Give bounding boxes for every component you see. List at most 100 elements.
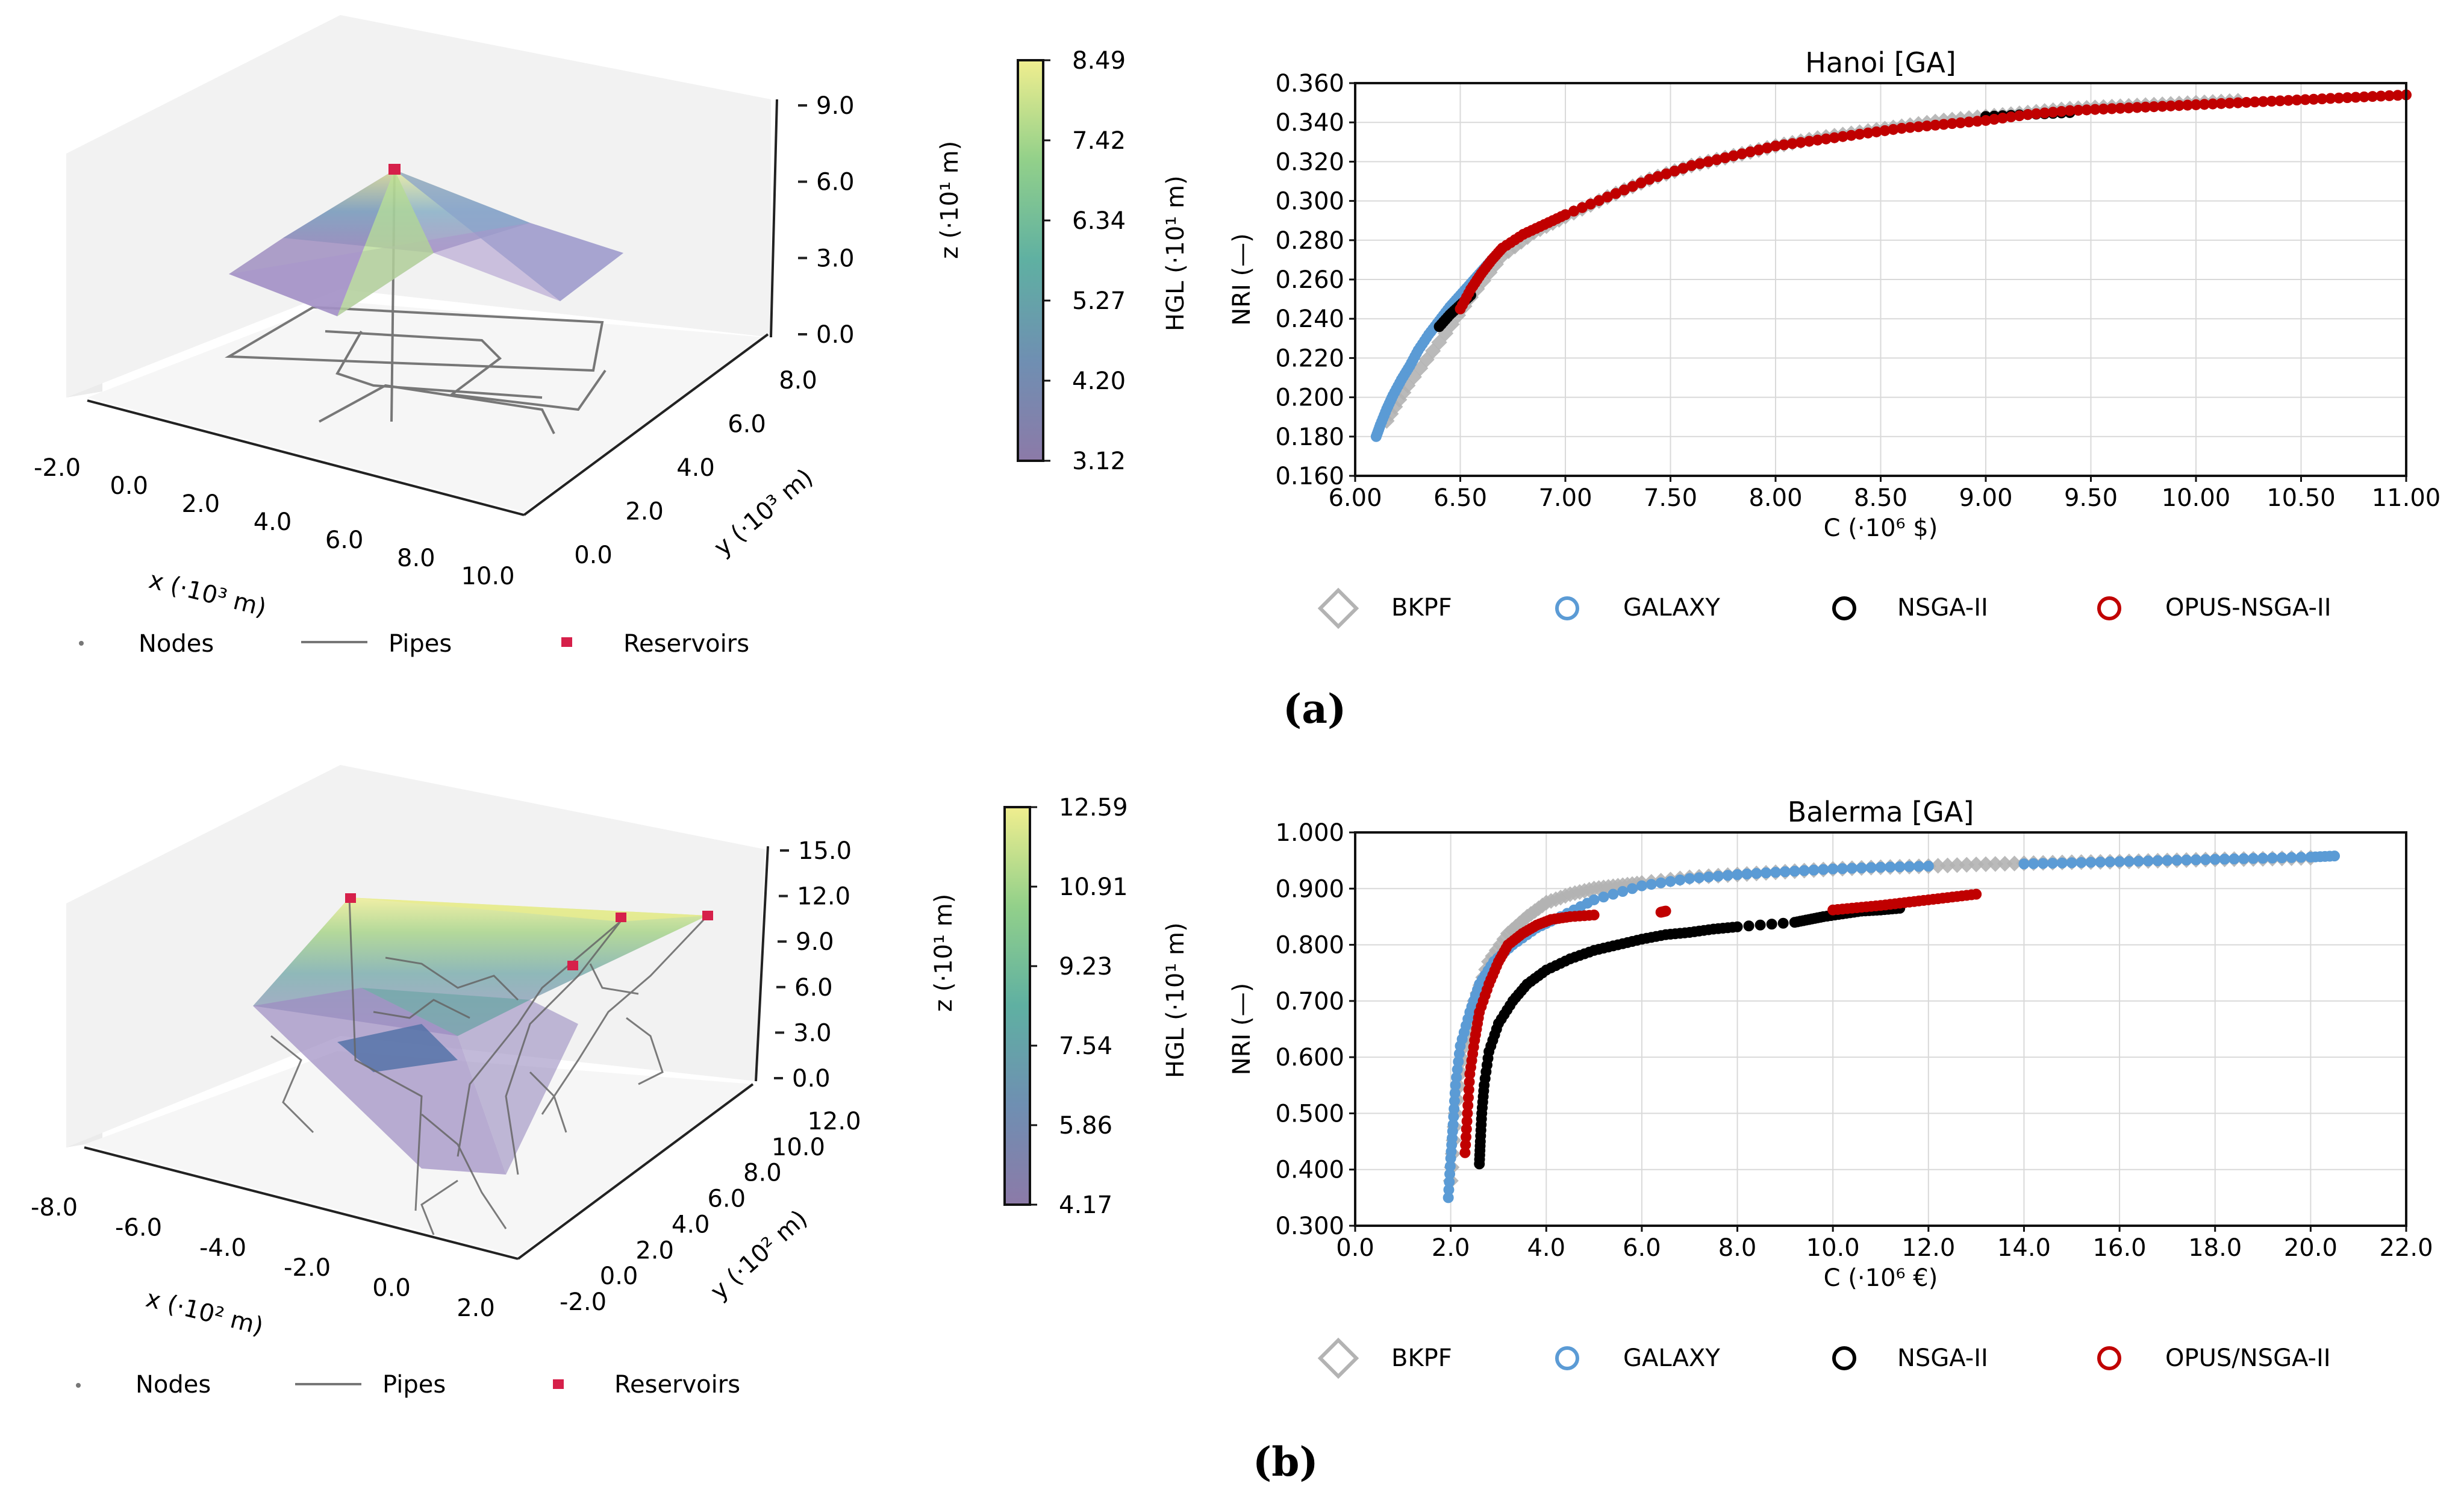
y-tick-label: 0.360 <box>1275 70 1344 98</box>
legend-bkpf-label: BKPF <box>1391 1344 1452 1372</box>
y-tick-label: 0.400 <box>1275 1156 1344 1184</box>
x-tick-label: 14.0 <box>1997 1234 2051 1262</box>
plot-frame <box>1354 82 2407 477</box>
y-axis-ticks: 0.0 2.0 4.0 6.0 8.0 <box>574 367 817 569</box>
colorbar-tick-label: 5.27 <box>1072 287 1126 315</box>
data-point <box>2171 855 2183 866</box>
y-tick-label: 0.300 <box>1275 188 1344 216</box>
data-point <box>2133 855 2144 867</box>
x-tick-label: 20.0 <box>2284 1234 2338 1262</box>
tick-label: 0.0 <box>816 321 855 349</box>
x-tick-label: 7.00 <box>1538 484 1592 512</box>
data-point <box>1431 334 1447 351</box>
y-axis-ticks: -2.00.02.04.06.08.010.012.0 <box>560 1108 861 1316</box>
data-point <box>2123 856 2135 867</box>
x-tick-label: 16.0 <box>2093 1234 2147 1262</box>
x-tick-label: 9.00 <box>1959 484 2012 512</box>
y-tick-label: 0.200 <box>1275 384 1344 412</box>
y-tick-label: 0.700 <box>1275 988 1344 1016</box>
x-tick-label: 10.0 <box>1806 1234 1860 1262</box>
colorbar-tick-label: 4.20 <box>1072 367 1126 395</box>
y-tick-label: 0.280 <box>1275 227 1344 255</box>
colorbar-tick-label: 7.42 <box>1072 127 1126 155</box>
legend-balerma: BKPF GALAXY NSGA-II OPUS/NSGA-II <box>1317 1337 2331 1379</box>
x-tick-label: 18.0 <box>2188 1234 2242 1262</box>
tick-label: 2.0 <box>457 1294 495 1322</box>
y-axis-label: y (·10³ m) <box>709 464 819 562</box>
legend-opus-label: OPUS/NSGA-II <box>2165 1344 2331 1372</box>
data-point <box>1418 351 1435 368</box>
data-point <box>1766 919 1777 930</box>
x-tick-label: 11.00 <box>2372 484 2441 512</box>
tick-label: -2.0 <box>284 1254 331 1282</box>
colorbar-balerma: 12.59 10.91 9.23 7.54 5.86 4.17 HGL (·10¹ m) <box>1003 794 1190 1219</box>
data-point <box>2248 853 2259 864</box>
colorbar-tick-label: 8.49 <box>1072 47 1126 75</box>
data-point <box>1777 917 1789 929</box>
data-point <box>2038 858 2049 869</box>
data-point <box>1770 867 1781 878</box>
data-point <box>2238 853 2250 864</box>
tick-label: 8.0 <box>743 1159 782 1187</box>
tick-label: -8.0 <box>31 1194 78 1222</box>
legend-nsga-marker <box>1832 596 1856 620</box>
data-point <box>1808 864 1820 876</box>
legend-opus-label: OPUS-NSGA-II <box>2165 594 2331 622</box>
data-point <box>1732 869 1743 880</box>
data-point <box>2085 857 2097 868</box>
data-point <box>1660 905 1671 917</box>
data-point <box>1754 919 1766 931</box>
panel-label-a: (a) <box>1283 685 1346 732</box>
3d-axes <box>84 846 769 1260</box>
colorbar-tick-label: 3.12 <box>1072 448 1126 475</box>
data-point <box>1732 921 1743 932</box>
legend-nsga-label: NSGA-II <box>1897 594 1988 622</box>
x-tick-label: 6.00 <box>1328 484 1382 512</box>
data-point <box>2047 858 2059 869</box>
x-tick-label: 8.00 <box>1748 484 1802 512</box>
data-point <box>1856 862 1867 873</box>
colorbar-tick-label: 5.86 <box>1059 1112 1112 1140</box>
data-point <box>2219 853 2230 865</box>
tick-label: 8.0 <box>397 545 435 572</box>
y-tick-label: 1.000 <box>1275 819 1344 847</box>
legend-nodes-label: Nodes <box>139 630 214 658</box>
legend-nodes-marker <box>79 641 84 646</box>
x-tick-label: 7.50 <box>1644 484 1697 512</box>
data-point <box>1627 883 1638 894</box>
x-tick-label: 2.0 <box>1432 1234 1470 1262</box>
x-axis-label: C (·10⁶ €) <box>1824 1264 1938 1292</box>
network-3d-plot-hanoi: -2.00.02.04.06.08.010.0 0.02.04.06.08.0 … <box>34 15 964 658</box>
y-tick-label: 0.220 <box>1275 345 1344 372</box>
tick-label: 12.0 <box>797 883 850 911</box>
tick-label: 10.0 <box>772 1134 825 1161</box>
tick-label: 4.0 <box>254 508 292 536</box>
pareto-plot-hanoi: 6.00 6.50 7.00 7.50 8.00 8.50 9.00 9.50 10.00 10.… <box>1228 46 2441 542</box>
tick-label: 6.0 <box>707 1185 746 1213</box>
y-tick-label: 0.300 <box>1275 1212 1344 1240</box>
tick-label: 10.0 <box>461 563 514 590</box>
data-point <box>1743 920 1754 932</box>
x-tick-label: 9.50 <box>2064 484 2118 512</box>
x-tick-label: 22.0 <box>2379 1234 2433 1262</box>
tick-label: 15.0 <box>798 837 852 865</box>
data-point <box>2286 852 2297 863</box>
legend-opus-marker <box>2097 596 2121 620</box>
tick-label: 8.0 <box>779 367 817 395</box>
data-point <box>2276 852 2288 864</box>
data-point <box>1608 888 1619 900</box>
tick-label: 0.0 <box>110 472 148 500</box>
data-point <box>1665 876 1676 887</box>
hgl-surface <box>229 170 623 316</box>
legend-nodes-marker <box>76 1383 81 1388</box>
data-point <box>1655 877 1667 888</box>
data-point <box>1412 360 1429 376</box>
data-point <box>2229 853 2240 865</box>
tick-label: 6.0 <box>325 526 364 554</box>
reservoir-markers <box>345 893 713 970</box>
x-tick-label: 8.50 <box>1854 484 1907 512</box>
tick-label: -2.0 <box>34 454 81 482</box>
3d-axes <box>87 99 778 516</box>
data-point <box>1703 871 1714 882</box>
y-axis-label: y (·10² m) <box>705 1205 813 1305</box>
